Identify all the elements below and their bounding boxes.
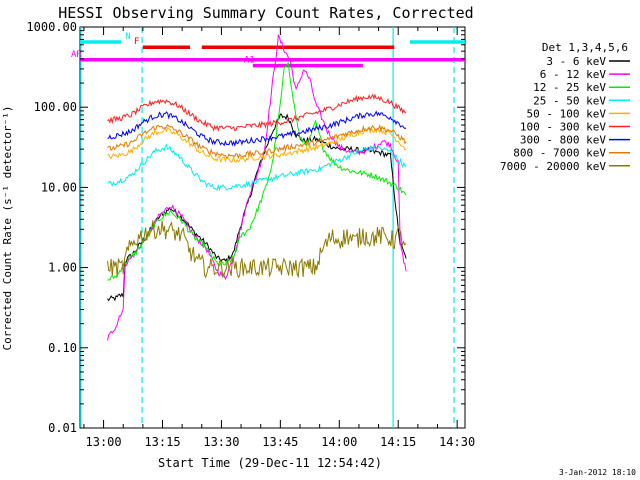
series-line [107, 34, 407, 341]
legend-entry-label: 25 - 50 keV [533, 94, 606, 107]
y-tick-label: 1000.00 [26, 20, 77, 34]
legend-entry-label: 300 - 800 keV [520, 134, 606, 147]
y-tick-label: 10.00 [41, 180, 77, 194]
legend-entry-label: 50 - 100 keV [527, 107, 607, 120]
y-tick-label: 0.01 [48, 421, 77, 435]
x-tick-label: 14:30 [439, 435, 475, 449]
series-line [107, 110, 407, 148]
x-tick-label: 13:30 [203, 435, 239, 449]
legend-entry-label: 3 - 6 keV [546, 55, 606, 68]
legend-entry-label: 800 - 7000 keV [513, 147, 606, 160]
event-bar-label: F [134, 37, 139, 47]
y-axis-ticks: 1000.00 100.00 10.00 1.00 0.10 0.01 [26, 20, 465, 435]
event-bar-label: AR [71, 50, 82, 60]
x-tick-label: 13:15 [144, 435, 180, 449]
legend-entry-label: 12 - 25 keV [533, 81, 606, 94]
plot-frame [79, 26, 466, 429]
x-tick-label: 13:00 [86, 435, 122, 449]
y-axis-label: Corrected Count Rate (s⁻¹ detector⁻¹) [1, 105, 14, 350]
plot-area: NF AR A1 [71, 26, 466, 429]
y-tick-label: 0.10 [48, 341, 77, 355]
x-axis-ticks: 13:00 13:15 13:30 13:45 14:00 14:15 14:30 [83, 27, 475, 449]
x-axis-label: Start Time (29-Dec-11 12:54:42) [158, 456, 382, 470]
footer-date: 3-Jan-2012 18:10 [559, 468, 636, 477]
x-tick-label: 14:00 [321, 435, 357, 449]
event-bar-label: A1 [244, 56, 255, 66]
series-line [107, 93, 407, 132]
legend-entry-label: 6 - 12 keV [540, 68, 607, 81]
y-tick-label: 100.00 [34, 100, 77, 114]
legend-entry-label: 7000 - 20000 keV [500, 160, 606, 173]
chart-title: HESSI Observing Summary Count Rates, Cor… [58, 4, 473, 22]
series-line [107, 123, 407, 160]
event-bar-label: N [125, 32, 130, 42]
series-line [107, 61, 407, 281]
series-line [107, 126, 407, 164]
legend-entry-label: 100 - 300 keV [520, 121, 606, 134]
y-tick-label: 1.00 [48, 261, 77, 275]
series-line [107, 220, 407, 279]
series-line [107, 113, 407, 302]
x-tick-label: 13:45 [262, 435, 298, 449]
x-tick-label: 14:15 [380, 435, 416, 449]
legend-title: Det 1,3,4,5,6 [542, 41, 628, 54]
series-line [107, 143, 407, 192]
